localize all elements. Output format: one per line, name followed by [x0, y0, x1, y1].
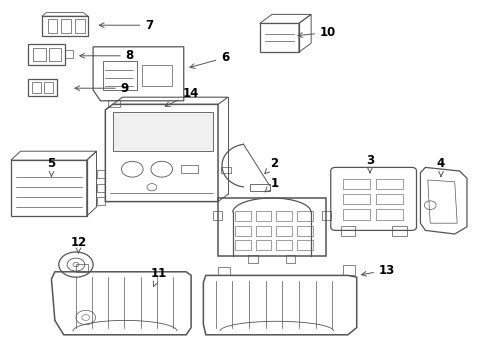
Bar [142, 65, 172, 86]
Bar [113, 112, 213, 151]
Bar [48, 19, 57, 33]
Text: 13: 13 [362, 264, 395, 276]
Bar [235, 226, 251, 236]
Bar [76, 264, 88, 272]
Text: 12: 12 [70, 237, 87, 253]
Text: 2: 2 [265, 157, 278, 174]
Bar [28, 44, 65, 65]
Bar [297, 226, 313, 236]
Text: 8: 8 [80, 49, 134, 62]
Bar [97, 170, 105, 178]
Bar [103, 61, 137, 90]
Bar [213, 211, 222, 220]
Bar [256, 226, 271, 236]
Bar [32, 82, 41, 93]
Bar [250, 184, 270, 191]
Bar [181, 165, 198, 173]
Bar [276, 226, 292, 236]
Bar [248, 255, 258, 263]
Bar [343, 209, 370, 220]
Text: 9: 9 [75, 82, 129, 95]
Text: 4: 4 [437, 157, 445, 176]
Bar [75, 19, 85, 33]
Bar [61, 19, 71, 33]
Bar [341, 226, 355, 236]
Bar [276, 240, 292, 250]
Text: 3: 3 [366, 154, 374, 173]
Bar [33, 48, 46, 61]
Text: 7: 7 [99, 19, 153, 32]
Bar [376, 209, 403, 220]
Bar [235, 240, 251, 250]
Bar [376, 194, 403, 204]
Bar [297, 240, 313, 250]
Bar [108, 100, 120, 107]
Text: 14: 14 [165, 87, 199, 106]
Bar [286, 255, 295, 263]
Text: 10: 10 [298, 26, 337, 39]
Bar [392, 226, 407, 236]
Bar [376, 179, 403, 189]
Bar [276, 211, 292, 221]
Bar [97, 184, 105, 192]
Bar [343, 265, 355, 275]
Bar [235, 211, 251, 221]
Bar [42, 16, 88, 36]
Text: 11: 11 [151, 267, 168, 286]
Bar [28, 79, 57, 96]
Bar [221, 167, 231, 173]
Bar [49, 48, 61, 61]
Bar [297, 211, 313, 221]
Bar [256, 211, 271, 221]
Bar [218, 267, 230, 275]
Bar [44, 82, 53, 93]
Bar [97, 197, 105, 205]
Bar [322, 211, 331, 220]
Text: 1: 1 [265, 177, 278, 192]
Text: 6: 6 [190, 51, 229, 68]
Bar [343, 179, 370, 189]
Bar [256, 240, 271, 250]
Bar [343, 194, 370, 204]
Text: 5: 5 [48, 157, 55, 176]
